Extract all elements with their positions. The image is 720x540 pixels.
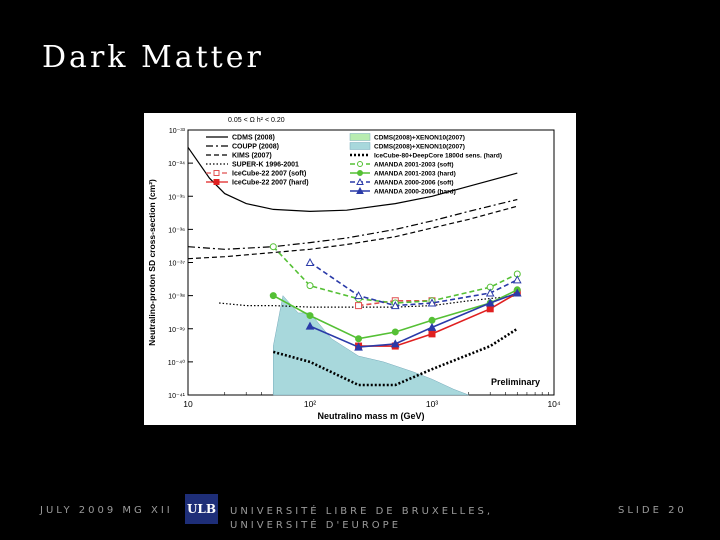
x-tick-label-3: 10⁴	[547, 399, 560, 409]
data-point-5-3	[486, 305, 494, 313]
annotation-preliminary: Preliminary	[491, 377, 540, 387]
data-point-9-0	[305, 257, 315, 266]
footer-date: JULY 2009 MG XII	[40, 505, 173, 516]
data-point-5-2	[428, 330, 436, 338]
legend-right-label-5: AMANDA 2000-2006 (soft)	[374, 180, 454, 187]
slide-title: Dark Matter	[42, 40, 264, 75]
y-tick-label-5: 10⁻³⁸	[168, 294, 185, 301]
legend-left-label-3: SUPER-K 1996-2001	[232, 162, 299, 169]
legend-right-label-0: CDMS(2008)+XENON10(2007)	[374, 135, 465, 142]
data-point-9-2	[390, 301, 400, 310]
legend-left-label-5: IceCube-22 2007 (hard)	[232, 180, 309, 187]
chart-figure: 10 10² 10³ 10⁴ 10⁻³³ 10⁻³⁴ 10⁻³⁵ 10⁻³⁶ 10⁻³⁷ 10⁻³…	[144, 113, 576, 425]
series-line-7	[272, 246, 518, 304]
legend-left-label-1: COUPP (2008)	[232, 144, 279, 151]
ulb-logo: ULB	[185, 494, 218, 524]
series-line-3	[219, 295, 518, 308]
series-line-0	[187, 146, 518, 213]
y-tick-label-0: 10⁻³³	[169, 128, 186, 135]
y-tick-label-7: 10⁻⁴⁰	[168, 359, 185, 367]
data-point-10-5	[512, 288, 522, 297]
data-point-10-0	[305, 321, 315, 330]
legend-left-label-4: IceCube-22 2007 (soft)	[232, 171, 306, 178]
series-line-6	[272, 327, 518, 387]
legend-left-label-2: KIMS (2007)	[232, 153, 272, 160]
data-point-10-1	[354, 342, 363, 351]
data-point-10-4	[485, 298, 495, 307]
legend-right-label-4: AMANDA 2001-2003 (hard)	[374, 171, 456, 178]
data-point-9-1	[354, 291, 363, 300]
series-line-1	[187, 198, 518, 250]
y-tick-label-8: 10⁻⁴¹	[168, 393, 185, 400]
data-point-8-4	[428, 316, 436, 324]
legend-right-swatch-0	[349, 133, 371, 141]
y-tick-label-6: 10⁻³⁹	[168, 327, 185, 334]
slide-number: SLIDE 20	[618, 505, 687, 516]
series-line-4	[358, 300, 432, 307]
legend-left-marker-4	[213, 170, 220, 176]
data-point-4-0	[355, 302, 363, 310]
x-tick-label-0: 10	[183, 399, 193, 409]
data-point-9-4	[485, 288, 495, 297]
series-line-2	[187, 205, 518, 260]
legend-right-label-6: AMANDA 2000-2006 (hard)	[374, 189, 456, 196]
y-tick-label-3: 10⁻³⁶	[168, 227, 185, 234]
data-point-9-3	[427, 298, 437, 307]
top-note: 0.05 < Ω h² < 0.20	[228, 117, 285, 124]
chart-series	[187, 146, 522, 387]
chart-regions	[273, 295, 469, 396]
chart-legend: CDMS (2008) COUPP (2008) KIMS (2007) SUPER-…	[206, 133, 502, 196]
data-point-8-1	[306, 312, 314, 320]
legend-left-marker-5	[213, 179, 220, 185]
data-point-9-5	[512, 275, 522, 284]
data-point-8-2	[355, 335, 363, 343]
series-line-10	[309, 292, 518, 348]
x-tick-label-1: 10²	[304, 399, 316, 409]
legend-right-label-2: IceCube-80+DeepCore 1800d sens. (hard)	[374, 153, 502, 160]
data-point-10-2	[390, 339, 400, 348]
data-point-10-3	[427, 322, 437, 331]
chart-svg: 10 10² 10³ 10⁴ 10⁻³³ 10⁻³⁴ 10⁻³⁵ 10⁻³⁶ 10⁻³⁷ 10⁻³…	[147, 117, 561, 421]
footer-institution: UNIVERSITÉ LIBRE DE BRUXELLES, UNIVERSIT…	[230, 506, 494, 531]
data-point-7-1	[306, 282, 314, 290]
y-tick-label-2: 10⁻³⁵	[168, 194, 185, 201]
data-point-8-3	[391, 328, 399, 336]
shaded-region-0	[273, 295, 469, 396]
legend-right-marker-5	[356, 177, 364, 185]
legend-right-marker-3	[357, 161, 363, 167]
series-line-9	[309, 261, 518, 307]
legend-right-label-3: AMANDA 2001-2003 (soft)	[374, 162, 454, 169]
y-tick-label-1: 10⁻³⁴	[168, 161, 185, 168]
x-tick-label-2: 10³	[426, 399, 438, 409]
y-tick-label-4: 10⁻³⁷	[169, 261, 186, 268]
y-axis-label: Neutralino-proton SD cross-section (cm²)	[147, 179, 157, 346]
data-point-8-0	[269, 292, 277, 300]
legend-right-marker-4	[357, 170, 363, 176]
legend-right-swatch-1	[349, 142, 371, 150]
legend-right-label-1: CDMS(2008)+XENON10(2007)	[374, 144, 465, 151]
legend-left-label-0: CDMS (2008)	[232, 135, 275, 142]
legend-right-marker-6	[356, 186, 364, 194]
x-axis-label: Neutralino mass m (GeV)	[317, 411, 424, 421]
data-point-7-0	[269, 243, 277, 251]
